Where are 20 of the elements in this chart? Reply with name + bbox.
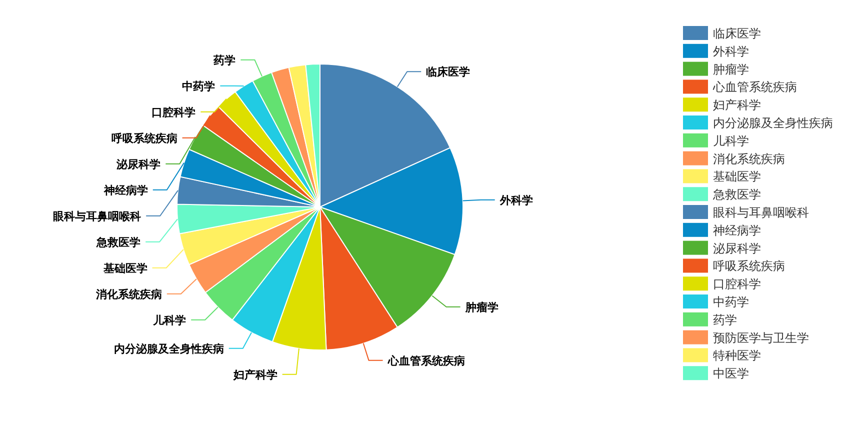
- legend-label: 眼科与耳鼻咽喉科: [713, 206, 809, 220]
- legend-label: 外科学: [713, 44, 749, 58]
- legend-label: 心血管系统疾病: [712, 80, 797, 94]
- legend-label: 神经病学: [713, 223, 761, 238]
- legend-label: 泌尿科学: [713, 241, 761, 256]
- legend-label: 中医学: [713, 366, 749, 381]
- legend-label: 急救医学: [712, 188, 761, 202]
- legend-label: 妇产科学: [713, 98, 761, 112]
- legend-label: 肿瘤学: [713, 62, 749, 76]
- legend-label: 口腔科学: [713, 277, 761, 292]
- legend-label: 特种医学: [713, 348, 761, 363]
- legend-label: 药学: [713, 312, 737, 327]
- legend-label: 基础医学: [713, 170, 761, 184]
- legend-label: 内分泌腺及全身性疾病: [713, 116, 833, 130]
- legend-label: 临床医学: [713, 26, 761, 40]
- legend-label: 儿科学: [713, 134, 749, 148]
- legend-label: 中药学: [713, 295, 749, 309]
- legend-label: 呼吸系统疾病: [713, 259, 785, 274]
- legend-label: 预防医学与卫生学: [713, 330, 809, 345]
- legend-label: 消化系统疾病: [713, 152, 785, 166]
